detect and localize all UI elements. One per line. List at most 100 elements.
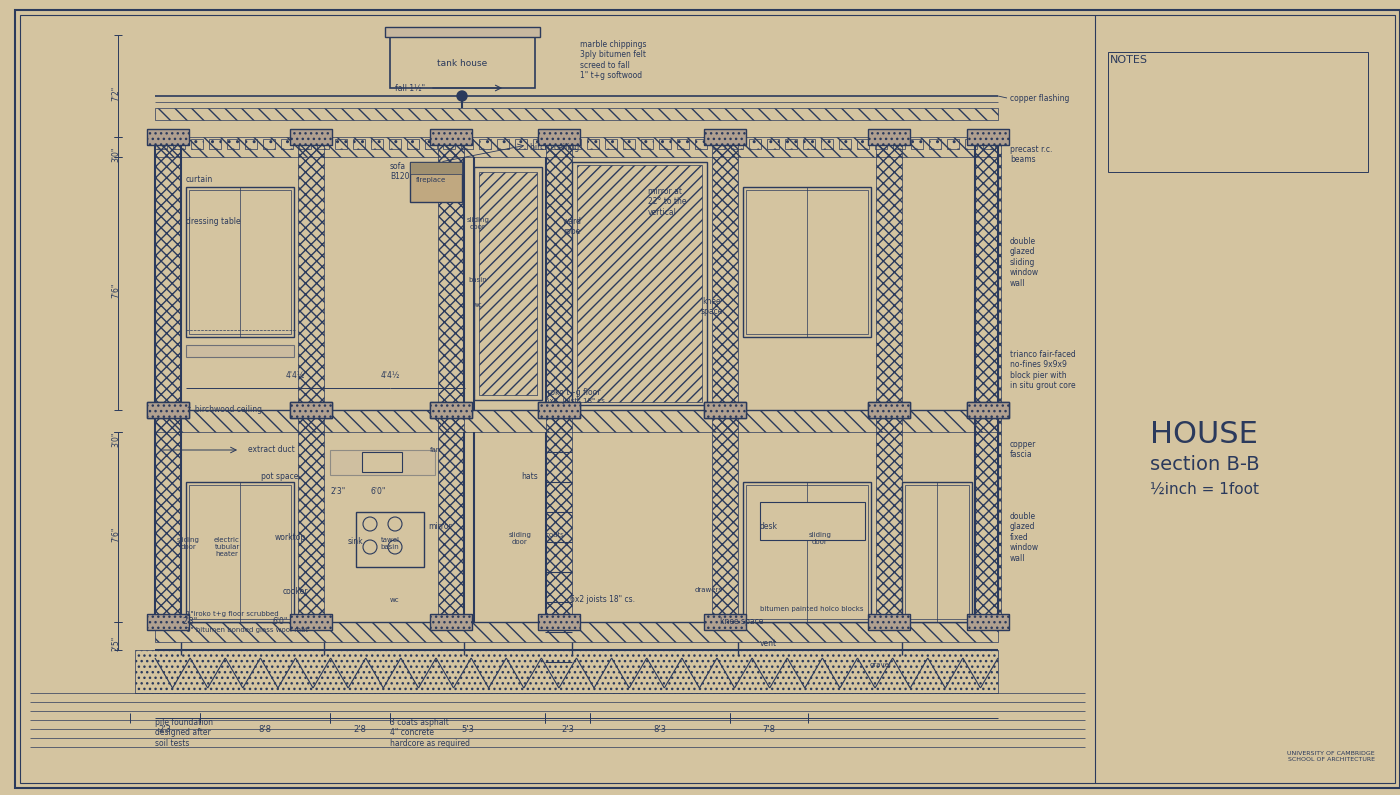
Bar xyxy=(538,614,580,630)
Bar xyxy=(538,402,580,418)
Text: trianco fair-faced
no-fines 9x9x9
block pier with
in situ grout core: trianco fair-faced no-fines 9x9x9 block … xyxy=(1009,350,1075,390)
Text: double
glazed
fixed
window
wall: double glazed fixed window wall xyxy=(1009,512,1039,563)
Text: 7'2": 7'2" xyxy=(112,86,120,101)
Bar xyxy=(298,137,323,410)
Bar xyxy=(538,614,580,630)
Bar xyxy=(573,162,707,405)
Bar xyxy=(743,482,871,622)
Text: 1" bitumen bonded glass wool mat: 1" bitumen bonded glass wool mat xyxy=(186,627,308,633)
Bar xyxy=(538,402,580,418)
Bar xyxy=(839,139,851,149)
Bar xyxy=(290,614,332,630)
Bar xyxy=(704,402,746,418)
Text: UNIVERSITY OF CAMBRIDGE
SCHOOL OF ARCHITECTURE: UNIVERSITY OF CAMBRIDGE SCHOOL OF ARCHIT… xyxy=(1288,751,1375,762)
Bar xyxy=(155,137,181,410)
Bar xyxy=(155,137,998,157)
Bar xyxy=(538,129,580,145)
Bar xyxy=(147,614,189,630)
Bar xyxy=(538,402,580,418)
Text: sofa
B120: sofa B120 xyxy=(391,162,410,181)
Text: pile foundation
designed after
soil tests: pile foundation designed after soil test… xyxy=(155,718,213,748)
Bar xyxy=(430,614,472,630)
Bar xyxy=(974,137,1001,410)
Bar xyxy=(155,108,998,120)
Bar xyxy=(438,410,463,622)
Text: ½inch = 1foot: ½inch = 1foot xyxy=(1149,482,1259,497)
Text: knee
space: knee space xyxy=(701,297,724,316)
Bar xyxy=(174,139,185,149)
Text: sliding
door: sliding door xyxy=(466,217,490,230)
Bar xyxy=(538,129,580,145)
Bar xyxy=(298,137,323,410)
Bar xyxy=(147,402,189,418)
Text: 4'4½: 4'4½ xyxy=(381,371,399,380)
Bar xyxy=(713,410,738,622)
Bar xyxy=(430,402,472,418)
Bar xyxy=(356,512,424,567)
Bar xyxy=(967,402,1009,418)
Text: birch  ceiling: birch ceiling xyxy=(531,143,580,152)
Bar xyxy=(147,402,189,418)
Text: 3'0": 3'0" xyxy=(112,432,120,448)
Bar xyxy=(974,137,1001,410)
Bar xyxy=(704,402,746,418)
Bar xyxy=(391,35,535,88)
Bar xyxy=(385,27,540,37)
Bar xyxy=(568,139,581,149)
Bar xyxy=(155,137,998,157)
Bar xyxy=(155,410,998,432)
Text: tawel
basin: tawel basin xyxy=(381,537,399,550)
Bar xyxy=(147,129,189,145)
Bar xyxy=(290,129,332,145)
Bar xyxy=(227,139,239,149)
Bar xyxy=(713,410,738,622)
Text: tank house: tank house xyxy=(437,59,487,68)
Bar xyxy=(623,139,636,149)
Text: sliding
door: sliding door xyxy=(809,532,832,545)
Text: sliding
door: sliding door xyxy=(508,532,532,545)
Text: ward
robe: ward robe xyxy=(563,217,581,236)
Bar xyxy=(546,137,573,410)
Text: mirror at
22° to the
vertical: mirror at 22° to the vertical xyxy=(648,187,686,217)
Bar xyxy=(155,96,998,108)
Bar xyxy=(746,190,868,334)
Bar xyxy=(868,402,910,418)
Text: dressing table: dressing table xyxy=(186,217,241,226)
Bar xyxy=(1107,52,1368,172)
Bar xyxy=(245,139,258,149)
Bar xyxy=(967,402,1009,418)
Text: 6'0": 6'0" xyxy=(273,617,287,626)
Bar xyxy=(546,410,573,622)
Bar xyxy=(263,139,274,149)
Bar xyxy=(353,139,365,149)
Bar xyxy=(546,137,573,410)
Text: worktop: worktop xyxy=(274,533,305,541)
Text: 2'3": 2'3" xyxy=(330,487,346,496)
Text: fall 1½": fall 1½" xyxy=(395,83,426,92)
Text: 6x2 joists 18" cs.: 6x2 joists 18" cs. xyxy=(570,595,636,604)
Bar xyxy=(298,410,323,622)
Text: sliding
door: sliding door xyxy=(176,537,199,550)
Bar xyxy=(876,137,902,410)
Text: copper
fascia: copper fascia xyxy=(1009,440,1036,460)
Text: 2'5": 2'5" xyxy=(112,636,120,651)
Text: 4'4½: 4'4½ xyxy=(286,371,305,380)
Bar xyxy=(189,485,291,619)
Bar xyxy=(155,622,998,642)
Text: 7'6": 7'6" xyxy=(112,527,120,542)
Bar xyxy=(965,139,977,149)
Bar xyxy=(335,139,347,149)
Bar xyxy=(438,410,463,622)
Text: cooker: cooker xyxy=(283,587,308,596)
Bar xyxy=(876,410,902,622)
Bar xyxy=(713,137,738,410)
Bar xyxy=(911,139,923,149)
Text: knee space: knee space xyxy=(720,617,763,626)
Text: sink: sink xyxy=(347,537,363,546)
Bar xyxy=(316,139,329,149)
Text: fireplace: fireplace xyxy=(416,177,447,183)
Bar xyxy=(893,139,904,149)
Bar xyxy=(749,139,762,149)
Bar xyxy=(290,402,332,418)
Bar xyxy=(967,402,1009,418)
